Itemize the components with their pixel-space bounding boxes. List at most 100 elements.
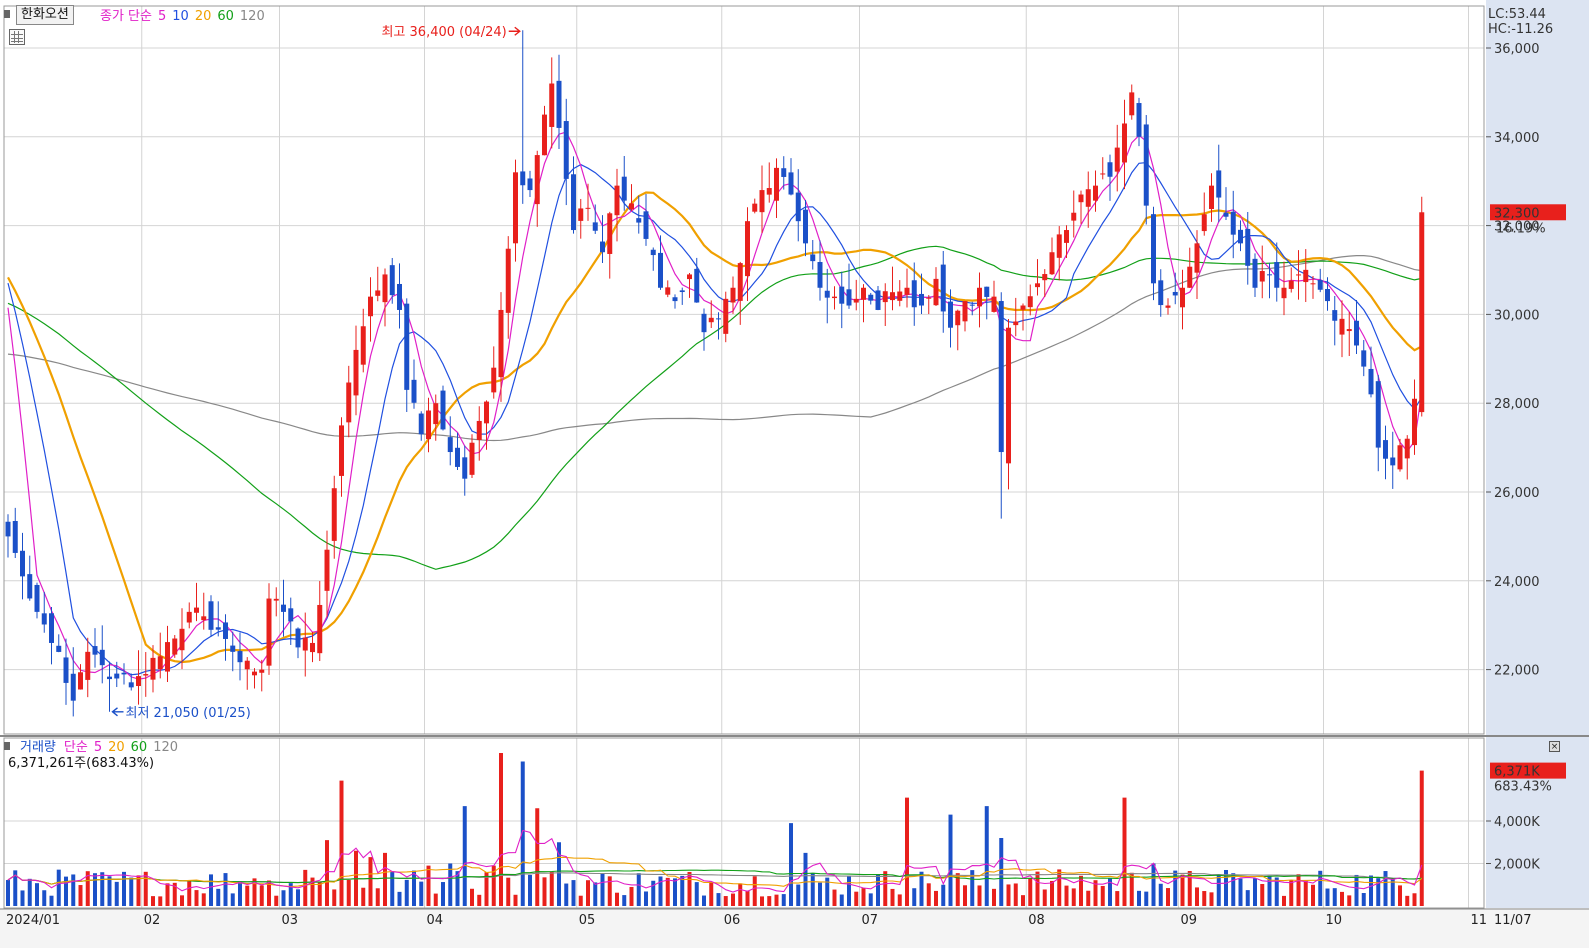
- volume-bar: [238, 881, 242, 906]
- candle-body: [49, 613, 54, 643]
- volume-bar: [1144, 891, 1149, 906]
- ma20-line: [7, 191, 1423, 664]
- candle: [1129, 84, 1135, 120]
- volume-bar: [375, 888, 380, 906]
- candle-body: [839, 286, 845, 304]
- candle: [998, 292, 1004, 519]
- candle: [426, 397, 431, 453]
- volume-bar: [955, 873, 960, 906]
- candle-body: [752, 203, 758, 212]
- volume-bar: [1419, 770, 1424, 906]
- candle: [716, 312, 721, 340]
- volume-bar: [1412, 893, 1417, 906]
- candle-body: [1230, 211, 1236, 235]
- stock-name-button[interactable]: 한화오션: [16, 5, 74, 25]
- candle: [1056, 226, 1062, 281]
- candle-body: [5, 521, 11, 537]
- volume-bar: [1354, 874, 1359, 906]
- price-legend-ma5: 5: [158, 9, 166, 24]
- volume-bar: [1079, 875, 1083, 906]
- volume-bar: [905, 797, 909, 906]
- candle: [484, 400, 489, 450]
- volume-bar: [317, 881, 322, 906]
- candle: [266, 583, 272, 675]
- close-icon[interactable]: ×: [1549, 741, 1560, 752]
- candle-body: [1368, 368, 1374, 395]
- volume-moving-averages: [7, 829, 1423, 893]
- price-tick-label: 36,000: [1494, 42, 1540, 57]
- candle: [215, 601, 221, 637]
- candle-body: [890, 292, 895, 301]
- candle: [1361, 340, 1367, 377]
- candle: [1404, 435, 1410, 480]
- candle: [455, 432, 460, 471]
- candle-body: [455, 447, 460, 467]
- candle-body: [723, 298, 729, 334]
- candle: [940, 250, 946, 333]
- volume-bar: [919, 871, 924, 906]
- candle: [1085, 171, 1091, 228]
- volume-bar: [27, 878, 32, 906]
- candle-body: [600, 241, 605, 253]
- candle-body: [1172, 291, 1178, 296]
- candle: [730, 276, 736, 314]
- volume-legend: 거래량 단순 5 20 60 120: [20, 740, 178, 755]
- volume-bar: [252, 878, 257, 906]
- volume-bar: [20, 890, 25, 906]
- volume-bar: [93, 873, 97, 906]
- volume-bar: [535, 808, 540, 906]
- candle-body: [1100, 173, 1106, 175]
- candle: [368, 277, 373, 342]
- volume-bar: [6, 880, 10, 906]
- candle: [63, 638, 69, 705]
- candle: [650, 247, 656, 271]
- x-tick-label: 04: [427, 913, 444, 928]
- candle: [527, 170, 533, 198]
- candle: [759, 165, 765, 234]
- candle: [752, 198, 758, 214]
- candle: [1332, 295, 1338, 346]
- candle-body: [230, 645, 236, 652]
- volume-bar: [56, 869, 61, 906]
- candle: [230, 631, 236, 672]
- volume-bar: [310, 877, 315, 906]
- price-panel-border: [3, 5, 1485, 735]
- table-icon[interactable]: [9, 29, 25, 45]
- candle-body: [607, 213, 613, 254]
- candle-body: [1165, 305, 1171, 308]
- candle-body: [592, 222, 598, 231]
- candle-body: [1136, 103, 1142, 137]
- candle-body: [252, 671, 257, 676]
- volume-bar: [1129, 872, 1134, 906]
- candle-body: [41, 613, 47, 625]
- low-annotation: 최저 21,050 (01/25): [126, 706, 251, 721]
- candle-body: [1180, 287, 1185, 308]
- volume-bar: [1231, 873, 1236, 906]
- candle: [1078, 190, 1084, 224]
- volume-bar: [1325, 888, 1330, 906]
- volume-bar: [745, 890, 750, 906]
- candle-body: [150, 657, 156, 680]
- volume-bar: [187, 881, 192, 906]
- volume-bar: [1057, 869, 1062, 906]
- candle-body: [1375, 381, 1381, 448]
- candle: [701, 308, 707, 351]
- candle-body: [165, 642, 170, 672]
- candle-body: [382, 274, 388, 303]
- volume-bar: [767, 896, 772, 906]
- candle-body: [962, 301, 968, 322]
- candle: [1419, 196, 1425, 417]
- current-ratio-label: 683.43%: [1494, 780, 1552, 795]
- candle-body: [266, 598, 272, 666]
- candle-body: [614, 185, 620, 216]
- candle-body: [215, 627, 221, 630]
- candle-body: [1129, 92, 1135, 116]
- volume-bar: [158, 896, 163, 906]
- candle-body: [288, 608, 294, 622]
- volume-bar: [1347, 895, 1352, 906]
- candle: [339, 417, 344, 497]
- volume-bar: [346, 879, 351, 906]
- volume-bar: [890, 888, 895, 906]
